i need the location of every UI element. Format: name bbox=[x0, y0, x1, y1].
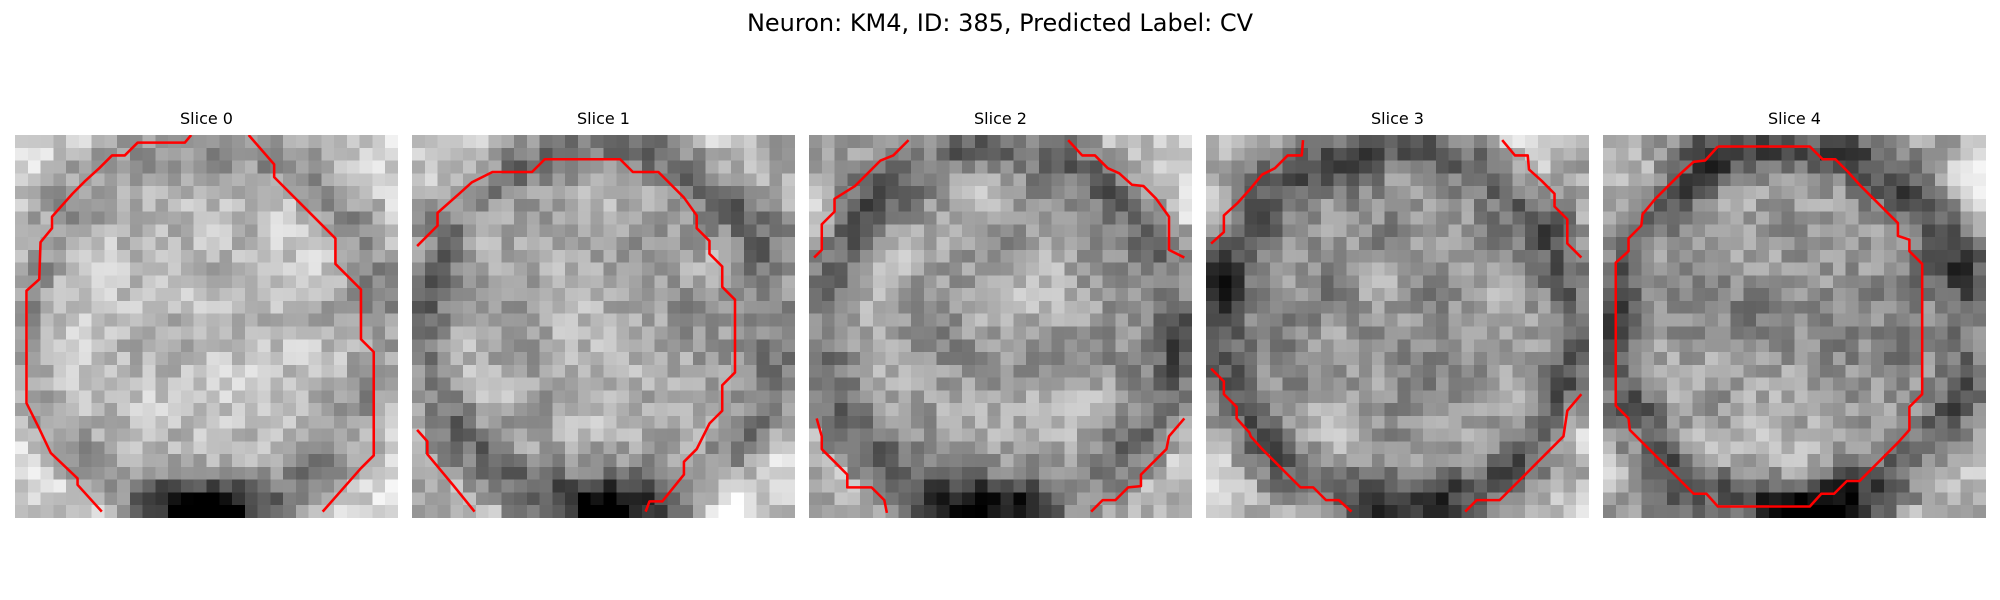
slice-title-1: Slice 1 bbox=[577, 109, 630, 128]
segmentation-contour bbox=[1210, 140, 1305, 245]
slice-image-2 bbox=[809, 135, 1192, 518]
slice-panel-1: Slice 1 bbox=[412, 108, 795, 518]
segmentation-contour bbox=[247, 135, 376, 513]
pixel-grid bbox=[15, 135, 398, 518]
slice-image-1 bbox=[412, 135, 795, 518]
slice-title-2: Slice 2 bbox=[974, 109, 1027, 128]
figure-title: Neuron: KM4, ID: 385, Predicted Label: C… bbox=[746, 9, 1254, 37]
segmentation-contour bbox=[815, 418, 889, 514]
segmentation-contour bbox=[1501, 139, 1583, 259]
slice-title-4: Slice 4 bbox=[1768, 109, 1821, 128]
slice-panel-0: Slice 0 bbox=[15, 108, 398, 518]
slice-panel-4: Slice 4 bbox=[1603, 108, 1986, 518]
segmentation-contour bbox=[813, 139, 910, 259]
slice-title-3: Slice 3 bbox=[1371, 109, 1424, 128]
slice-image-0 bbox=[15, 135, 398, 518]
segmentation-contour bbox=[1090, 417, 1186, 513]
segmentation-contour bbox=[1210, 367, 1353, 513]
segmentation-contour bbox=[1614, 145, 1924, 508]
segmentation-contour bbox=[25, 135, 193, 513]
slice-image-4 bbox=[1603, 135, 1986, 518]
segmentation-contour bbox=[1464, 393, 1583, 513]
segmentation-contour bbox=[416, 157, 737, 513]
pixel-grid bbox=[1206, 135, 1589, 518]
segmentation-contour bbox=[1067, 139, 1185, 259]
slice-image-3 bbox=[1206, 135, 1589, 518]
slice-title-0: Slice 0 bbox=[180, 109, 233, 128]
slice-panel-3: Slice 3 bbox=[1206, 108, 1589, 518]
segmentation-contour bbox=[416, 429, 476, 513]
pixel-grid bbox=[809, 135, 1192, 518]
pixel-grid bbox=[412, 135, 795, 518]
slice-panel-2: Slice 2 bbox=[809, 108, 1192, 518]
